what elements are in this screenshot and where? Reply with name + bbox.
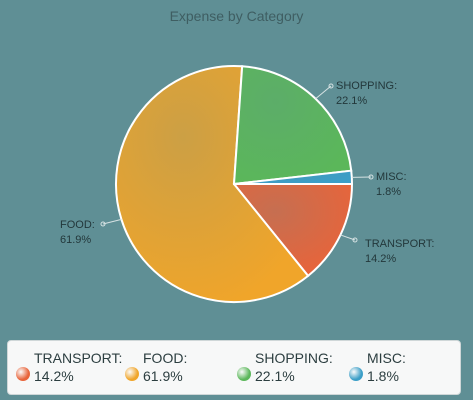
legend: TRANSPORT: 14.2% FOOD: 61.9% SHOPPING: 2… <box>7 340 461 395</box>
callout-dot-transport <box>352 237 358 243</box>
legend-marker-food <box>125 367 139 381</box>
legend-value-transport: 14.2% <box>34 368 74 384</box>
pie-chart: TRANSPORT: 14.2% FOOD: 61.9% SHOPPING: 22.1% M… <box>60 65 434 303</box>
legend-label-misc: MISC <box>367 350 402 366</box>
legend-label-transport: TRANSPORT <box>34 350 119 366</box>
legend-label-shopping: SHOPPING <box>255 350 329 366</box>
callout-line-food <box>102 218 122 225</box>
legend-marker-transport <box>16 367 30 381</box>
legend-marker-misc <box>349 367 363 381</box>
pie-slices <box>115 65 354 303</box>
callout-label-transport: TRANSPORT: 14.2% <box>365 238 434 265</box>
chart-title: Expense by Category <box>169 8 304 24</box>
legend-marker-shopping <box>237 367 251 381</box>
legend-value-misc: 1.8% <box>367 368 399 384</box>
legend-value-shopping: 22.1% <box>255 368 295 384</box>
pie-slice-misc[interactable] <box>233 169 354 185</box>
callout-line-shopping <box>315 85 332 100</box>
callout-line-transport <box>340 234 356 241</box>
callout-dot-misc <box>368 174 374 180</box>
legend-label-food: FOOD <box>143 350 184 366</box>
legend-value-food: 61.9% <box>143 368 183 384</box>
callout-label-food: FOOD: 61.9% <box>60 219 95 246</box>
pie-callouts: TRANSPORT: 14.2% FOOD: 61.9% SHOPPING: 22.1% M… <box>60 80 434 265</box>
callout-dot-food <box>100 221 106 227</box>
callout-dot-shopping <box>328 83 334 89</box>
callout-label-misc: MISC: 1.8% <box>376 171 407 198</box>
pie-slice-shopping[interactable] <box>232 65 353 186</box>
pie-slice-food[interactable] <box>115 65 310 303</box>
callout-label-shopping: SHOPPING: 22.1% <box>336 80 397 107</box>
